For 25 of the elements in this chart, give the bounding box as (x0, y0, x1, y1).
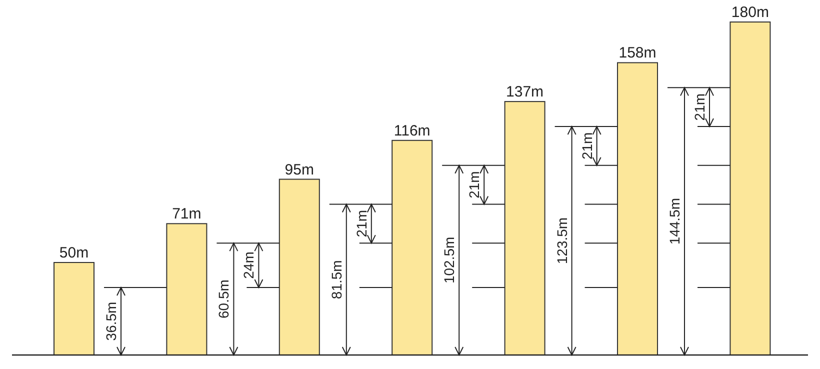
data-label: 50m (59, 244, 89, 262)
data-label: 158m (618, 44, 656, 62)
data-label: 71m (172, 206, 202, 223)
annotation: 24m (240, 252, 257, 279)
data-label: 137m (506, 84, 544, 101)
bar (166, 223, 208, 356)
annotation: 102.5m (441, 236, 458, 284)
annotation: 123.5m (554, 217, 570, 264)
bar (504, 101, 546, 356)
annotation: 144.5m (666, 198, 682, 245)
bar (54, 262, 94, 356)
annotation: 36.5m (103, 302, 119, 341)
annotation: 21m (692, 93, 708, 121)
annotation: 21m (578, 132, 595, 160)
data-label: 95m (284, 161, 314, 178)
bar (278, 178, 320, 356)
annotation: 21m (466, 171, 482, 198)
annotation: 21m (353, 210, 370, 238)
bar (730, 22, 771, 356)
bar (392, 140, 433, 356)
data-label: 180m (731, 4, 769, 21)
annotation: 81.5m (328, 260, 344, 300)
bar (617, 62, 658, 356)
annotation: 60.5m (216, 280, 232, 318)
data-label: 116m (394, 122, 430, 140)
